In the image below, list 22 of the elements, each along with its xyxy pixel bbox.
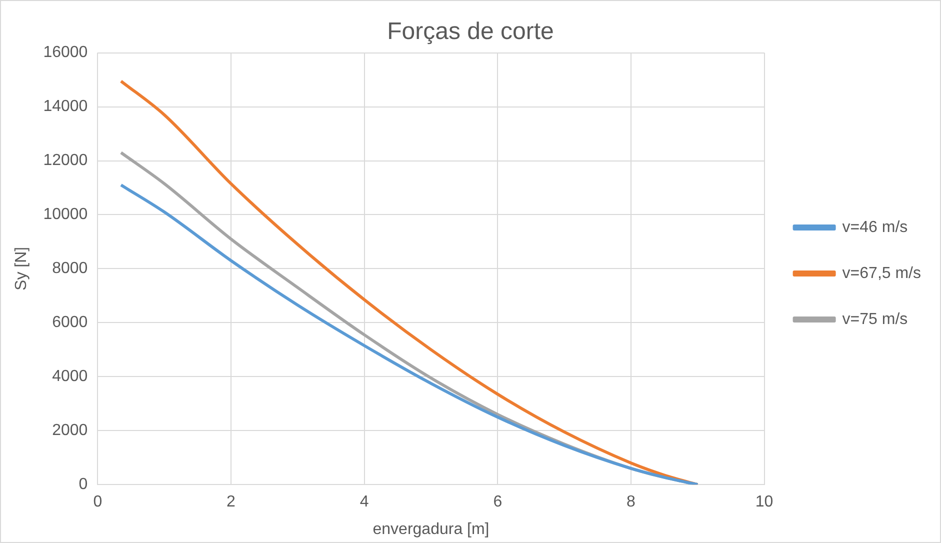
x-tick-label: 0 <box>93 494 102 511</box>
y-tick-label: 16000 <box>43 44 88 62</box>
y-tick-label: 0 <box>78 476 88 494</box>
y-tick-label: 8000 <box>52 260 88 278</box>
legend-label: v=46 m/s <box>842 218 908 236</box>
x-tick-label: 2 <box>226 494 236 511</box>
y-tick-label: 14000 <box>43 98 88 116</box>
x-tick-label: 10 <box>755 494 774 511</box>
x-tick-label: 4 <box>360 494 369 511</box>
y-tick-label: 12000 <box>43 152 88 170</box>
legend-label: v=75 m/s <box>842 310 908 328</box>
chart-title: Forças de corte <box>387 18 554 46</box>
y-tick-label: 4000 <box>52 368 88 386</box>
x-tick-label: 6 <box>493 494 502 511</box>
x-tick-label: 8 <box>626 494 636 511</box>
legend-label: v=67,5 m/s <box>842 264 921 282</box>
y-tick-label: 6000 <box>52 314 88 332</box>
y-tick-label: 2000 <box>52 422 88 440</box>
y-tick-label: 10000 <box>43 206 88 224</box>
y-axis-title: Sy [N] <box>13 246 30 290</box>
line-series <box>120 80 700 485</box>
x-axis-title: envergadura [m] <box>372 520 490 538</box>
